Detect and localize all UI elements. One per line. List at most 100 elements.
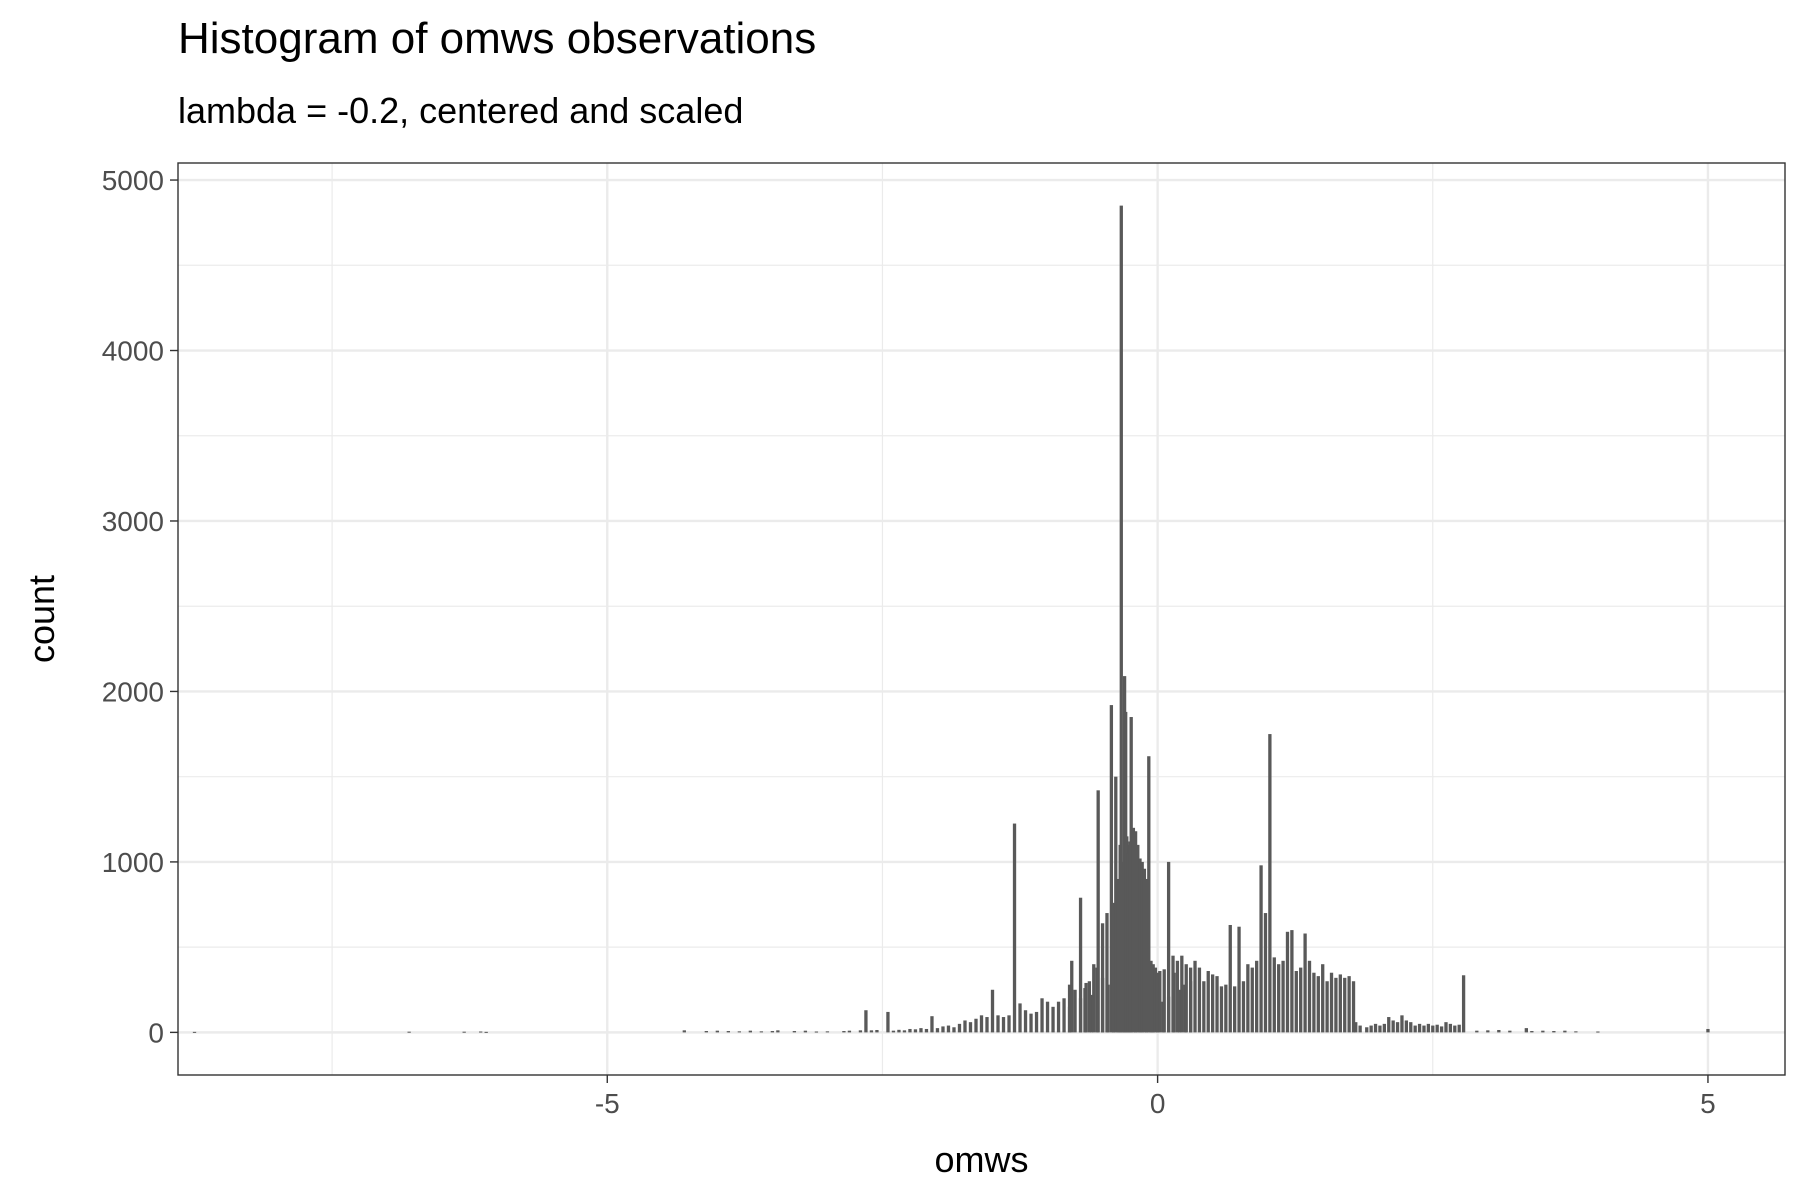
x-tick-label: 5 xyxy=(1700,1088,1716,1119)
histogram-bar xyxy=(1062,998,1066,1033)
panel-border xyxy=(177,162,1786,1076)
histogram-bar xyxy=(1294,971,1298,1033)
histogram-bar xyxy=(1347,976,1351,1033)
histogram-bar xyxy=(1180,955,1184,1033)
histogram-bar xyxy=(803,1030,808,1033)
histogram-bar xyxy=(858,1030,863,1033)
histogram-bar xyxy=(715,1030,719,1033)
histogram-bar xyxy=(1056,1001,1061,1033)
histogram-bar xyxy=(963,1020,967,1033)
histogram-bar xyxy=(1395,1022,1400,1033)
histogram-bar xyxy=(1023,1010,1028,1033)
histogram-bar xyxy=(1177,989,1182,1033)
histogram-bar xyxy=(1147,756,1151,1033)
histogram-bar xyxy=(776,1030,780,1033)
histogram-bar xyxy=(1045,1001,1050,1033)
histogram-bar xyxy=(1040,998,1044,1033)
histogram-bar xyxy=(1224,984,1228,1033)
histogram-bar xyxy=(1246,964,1250,1033)
histogram-bar xyxy=(1078,897,1083,1033)
histogram-bar xyxy=(1051,1006,1055,1033)
histogram-bar xyxy=(1250,967,1254,1033)
histogram-bar xyxy=(1290,930,1294,1033)
histogram-bar xyxy=(1128,841,1132,1033)
histogram-bar xyxy=(1237,926,1241,1033)
histogram-bar xyxy=(1475,1030,1479,1033)
histogram-bar xyxy=(1105,913,1109,1033)
histogram-bar xyxy=(1541,1030,1545,1033)
histogram-bar xyxy=(1259,865,1263,1033)
y-axis-title: count xyxy=(21,575,62,663)
histogram-bar xyxy=(1431,1025,1435,1033)
histogram-bar xyxy=(704,1031,708,1033)
histogram-bar xyxy=(1369,1025,1373,1033)
histogram-bar xyxy=(996,1015,1000,1033)
histogram-bar xyxy=(1155,972,1160,1033)
histogram-bar xyxy=(1151,964,1155,1033)
histogram-bar xyxy=(1131,827,1136,1033)
x-tick-label: 0 xyxy=(1150,1088,1166,1119)
y-tick-label: 5000 xyxy=(102,165,164,196)
histogram-bar xyxy=(1574,1031,1578,1033)
histogram-bar xyxy=(1136,844,1140,1033)
histogram-bar xyxy=(979,1015,984,1033)
histogram-bar xyxy=(869,1030,874,1033)
x-axis: -5 0 5 xyxy=(595,1075,1716,1119)
histogram-bar xyxy=(1354,1022,1358,1033)
histogram-bar xyxy=(957,1023,962,1033)
histogram-bar xyxy=(1343,977,1347,1033)
histogram-bar xyxy=(1255,960,1259,1033)
grid-minor xyxy=(178,163,1785,1075)
histogram-bar xyxy=(1453,1025,1457,1033)
histogram-bar xyxy=(1092,964,1096,1033)
histogram-bar xyxy=(1400,1015,1404,1033)
histogram-bar xyxy=(1202,981,1206,1033)
histogram-bar xyxy=(1413,1025,1417,1033)
histogram-bar xyxy=(1162,969,1166,1033)
histogram-bar xyxy=(726,1031,730,1033)
histogram-bar xyxy=(1373,1023,1378,1033)
histogram-bar xyxy=(1007,1015,1011,1033)
histogram-bar xyxy=(192,1031,197,1033)
histogram-bar xyxy=(1096,790,1100,1033)
histogram-bar xyxy=(1497,1029,1501,1033)
histogram-bar xyxy=(1268,734,1272,1033)
histogram-bar xyxy=(1596,1031,1600,1033)
histogram-bar xyxy=(814,1031,819,1033)
histogram-bar xyxy=(1312,972,1316,1033)
histogram-bar xyxy=(1404,1020,1409,1033)
y-tick-label: 2000 xyxy=(102,676,164,707)
histogram-bar xyxy=(1563,1030,1567,1033)
histogram-bar xyxy=(1307,960,1312,1033)
histogram-bar xyxy=(1215,976,1219,1033)
y-tick-label: 3000 xyxy=(102,506,164,537)
histogram-bar xyxy=(1206,971,1210,1033)
histogram-bar xyxy=(985,1017,989,1033)
histogram-bar xyxy=(1158,971,1162,1033)
histogram-bar xyxy=(407,1031,411,1033)
histogram-bar xyxy=(1166,861,1171,1033)
histogram-bar xyxy=(1119,205,1123,1033)
histogram-bar xyxy=(1530,1031,1534,1033)
histogram-bar xyxy=(897,1029,901,1033)
histogram-bar xyxy=(1325,981,1329,1033)
histogram-bar xyxy=(1303,933,1307,1033)
histogram-bar xyxy=(1219,986,1224,1033)
y-tick-label: 0 xyxy=(148,1017,164,1048)
histogram-bar xyxy=(759,1031,764,1033)
histogram-bar xyxy=(682,1030,686,1033)
histogram-bar xyxy=(484,1031,488,1033)
y-axis: 0 1000 2000 3000 4000 5000 xyxy=(102,165,178,1048)
histogram-bar xyxy=(1188,967,1193,1033)
histogram-bar xyxy=(1100,923,1105,1033)
histogram-bar xyxy=(1124,711,1128,1033)
histogram-bar xyxy=(1149,960,1153,1033)
histogram-bar xyxy=(748,1030,753,1033)
histogram-bars xyxy=(192,205,1710,1033)
histogram-bar xyxy=(737,1031,742,1033)
histogram-bar xyxy=(1171,955,1175,1033)
histogram-bar xyxy=(946,1025,951,1033)
histogram-bar xyxy=(1228,924,1232,1033)
histogram-bar xyxy=(1706,1028,1710,1033)
